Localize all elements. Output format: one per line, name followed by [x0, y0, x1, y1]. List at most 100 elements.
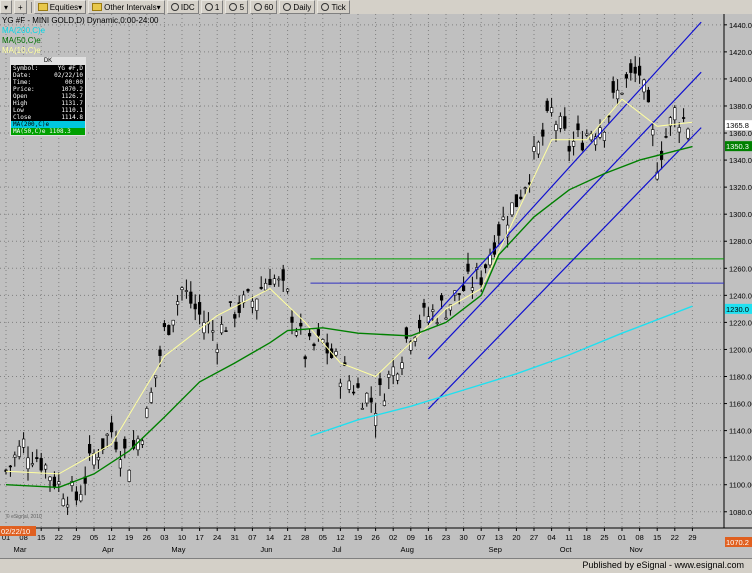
x-tick-label: 02 [389, 533, 397, 542]
info-row: Symbol: YG #F,D [11, 65, 85, 72]
daily-button[interactable]: Daily [279, 0, 316, 14]
candle-body [637, 65, 642, 76]
cursor-info-box[interactable]: DK Symbol: YG #F,D Date: 02/22/10 Time: 00:00… [10, 57, 86, 136]
new-button[interactable]: + [14, 0, 27, 14]
equities-menu[interactable]: Equities ▾ [33, 0, 87, 14]
x-tick-label: 17 [195, 533, 203, 542]
candle-body [483, 264, 488, 269]
candle-body [373, 413, 378, 426]
chevron-down-icon: ▾ [156, 2, 161, 12]
candle-body [334, 351, 338, 356]
x-tick-label: 22 [55, 533, 63, 542]
clock-icon [254, 3, 263, 11]
candle-body [571, 141, 576, 147]
y-tick-label: 1360.00 [729, 129, 752, 138]
interval-5-button[interactable]: 5 [225, 0, 249, 14]
x-tick-label: 14 [266, 533, 274, 542]
ma200-badge-bg [725, 303, 752, 314]
candle-body [184, 290, 189, 292]
candle-body [43, 464, 48, 470]
candle-body [30, 463, 35, 466]
interval-60-label: 60 [264, 2, 274, 12]
interval-1-button[interactable]: 1 [200, 0, 224, 14]
candle-body [228, 301, 233, 303]
x-tick-label: 21 [283, 533, 291, 542]
candle-body [404, 327, 409, 339]
ma50-badge: 1350.3 [726, 142, 749, 151]
candle-body [439, 295, 444, 301]
candle-body [66, 504, 70, 508]
candle-body [198, 302, 202, 315]
ma-line [310, 305, 693, 437]
toolbar-dropdown[interactable]: ▾ [0, 0, 13, 14]
candle-body [391, 366, 395, 376]
candle-body [215, 348, 219, 353]
x-tick-label: 07 [477, 533, 485, 542]
candle-body [576, 123, 580, 131]
month-label: Nov [629, 545, 643, 554]
chart-area[interactable]: 1080.00 1100.00 1120.00 1140.00 1160.00 1180.… [0, 14, 752, 558]
x-tick-label: 15 [37, 533, 45, 542]
clock-icon [321, 3, 330, 11]
info-ma50: MA(50,C)e 1108.3 [11, 128, 85, 135]
last-price-badge: 1365.8 [726, 121, 749, 130]
y-tick-label: 1220.00 [729, 318, 752, 327]
candle-body [118, 459, 122, 469]
price-chart[interactable]: 1080.00 1100.00 1120.00 1140.00 1160.00 1180.… [0, 14, 752, 558]
info-row: Close 1114.8 [11, 114, 85, 121]
candle-body [655, 171, 659, 180]
trend-channel-lower [427, 127, 702, 410]
candle-body [39, 458, 43, 471]
equities-label: Equities [49, 2, 79, 12]
plus-icon: + [18, 2, 23, 12]
x-tick-label: 03 [160, 533, 168, 542]
idc-button[interactable]: IDC [166, 0, 199, 14]
candle-body [8, 465, 13, 468]
info-key: Time: [13, 79, 32, 86]
candle-body [237, 302, 241, 313]
candle-body [57, 481, 61, 485]
candle-body [255, 298, 259, 311]
candle-body [444, 317, 448, 320]
y-tick-label: 1260.00 [729, 264, 752, 273]
candle-body [620, 92, 624, 95]
candle-body [497, 224, 501, 236]
trend-channel-upper [427, 21, 702, 323]
month-label: Mar [14, 545, 27, 554]
candle-body [171, 319, 175, 326]
candle-body [549, 107, 554, 113]
candle-body [162, 323, 167, 328]
x-tick-label: 31 [231, 533, 239, 542]
candle-body [347, 380, 351, 390]
info-value: 1131.7 [61, 100, 83, 107]
candle-body [523, 187, 527, 190]
tick-label: Tick [331, 2, 346, 12]
x-tick-label: 29 [72, 533, 80, 542]
candle-body [470, 287, 475, 291]
ma200-badge: 1230.0 [726, 305, 749, 314]
info-row: High 1131.7 [11, 100, 85, 107]
x-tick-label: 23 [442, 533, 450, 542]
candle-body [395, 373, 400, 381]
x-tick-label: 18 [583, 533, 591, 542]
other-intervals-menu[interactable]: Other Intervals ▾ [88, 0, 165, 14]
candle-body [409, 341, 413, 351]
candle-body [272, 278, 277, 285]
interval-60-button[interactable]: 60 [250, 0, 278, 14]
candle-body [35, 457, 39, 460]
tick-button[interactable]: Tick [317, 0, 350, 14]
candle-body [681, 117, 686, 119]
candle-body [158, 349, 162, 356]
candle-body [88, 444, 92, 454]
x-tick-label: 19 [125, 533, 133, 542]
candle-body [123, 438, 127, 449]
candle-body [312, 343, 316, 347]
candle-body [426, 316, 431, 324]
y-tick-label: 1080.00 [729, 508, 752, 517]
month-label: Sep [489, 545, 502, 554]
info-key: High [13, 100, 28, 107]
month-label: Jun [260, 545, 272, 554]
candle-body [554, 124, 558, 131]
candle-body [651, 129, 655, 136]
date-badge-bg [0, 526, 36, 536]
